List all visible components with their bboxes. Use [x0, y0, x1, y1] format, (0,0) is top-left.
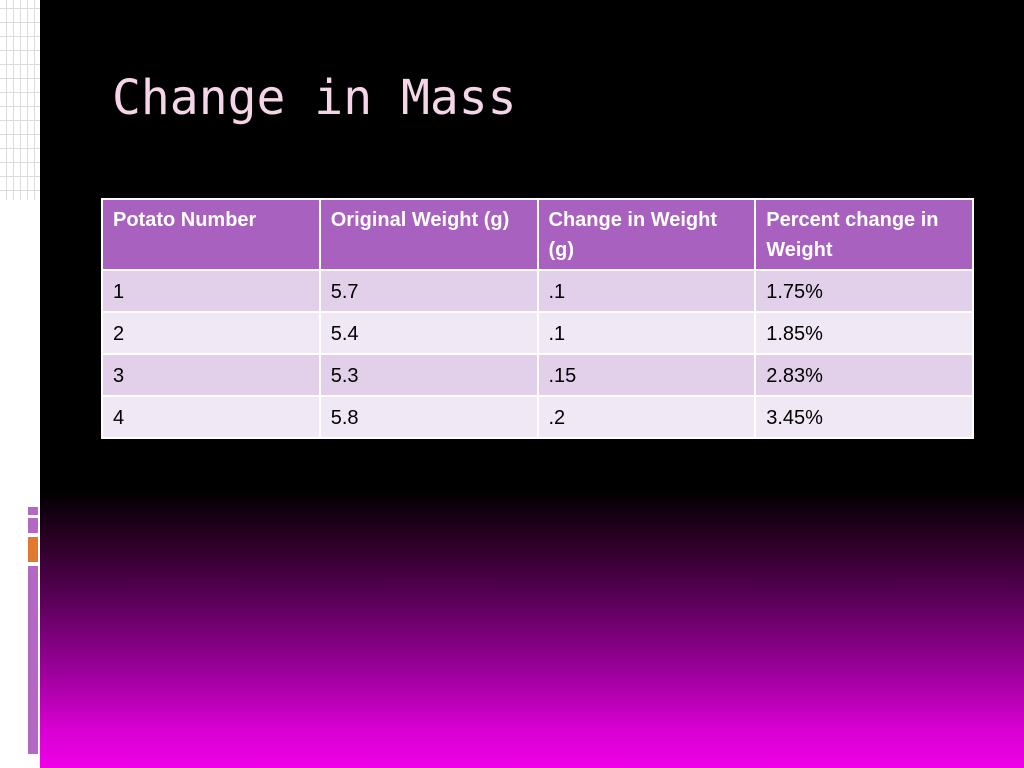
mass-change-table: Potato Number Original Weight (g) Change… [101, 198, 974, 439]
table-row: 2 5.4 .1 1.85% [101, 311, 974, 355]
cell-original-weight: 5.7 [318, 269, 539, 313]
header-change-in-weight: Change in Weight (g) [536, 198, 757, 271]
cell-change-in-weight: .1 [536, 311, 757, 355]
accent-bar-small-1 [28, 507, 38, 515]
slide-title: Change in Mass [112, 70, 517, 126]
cell-potato-number: 1 [101, 269, 321, 313]
left-decorative-strip [0, 0, 40, 768]
accent-bar-orange [28, 537, 38, 562]
table-row: 3 5.3 .15 2.83% [101, 353, 974, 397]
header-potato-number: Potato Number [101, 198, 321, 271]
cell-original-weight: 5.4 [318, 311, 539, 355]
table-header-row: Potato Number Original Weight (g) Change… [101, 198, 974, 271]
cell-potato-number: 2 [101, 311, 321, 355]
cell-change-in-weight: .2 [536, 395, 757, 439]
table-row: 4 5.8 .2 3.45% [101, 395, 974, 439]
table-row: 1 5.7 .1 1.75% [101, 269, 974, 313]
cell-percent-change: 1.75% [754, 269, 974, 313]
cell-original-weight: 5.3 [318, 353, 539, 397]
cell-original-weight: 5.8 [318, 395, 539, 439]
cell-potato-number: 4 [101, 395, 321, 439]
cell-change-in-weight: .1 [536, 269, 757, 313]
cell-potato-number: 3 [101, 353, 321, 397]
header-percent-change: Percent change in Weight [754, 198, 974, 271]
header-original-weight: Original Weight (g) [318, 198, 539, 271]
cell-percent-change: 1.85% [754, 311, 974, 355]
grid-pattern [0, 0, 40, 200]
cell-percent-change: 3.45% [754, 395, 974, 439]
cell-percent-change: 2.83% [754, 353, 974, 397]
accent-bar-small-2 [28, 518, 38, 533]
cell-change-in-weight: .15 [536, 353, 757, 397]
accent-bar-long [28, 566, 38, 754]
